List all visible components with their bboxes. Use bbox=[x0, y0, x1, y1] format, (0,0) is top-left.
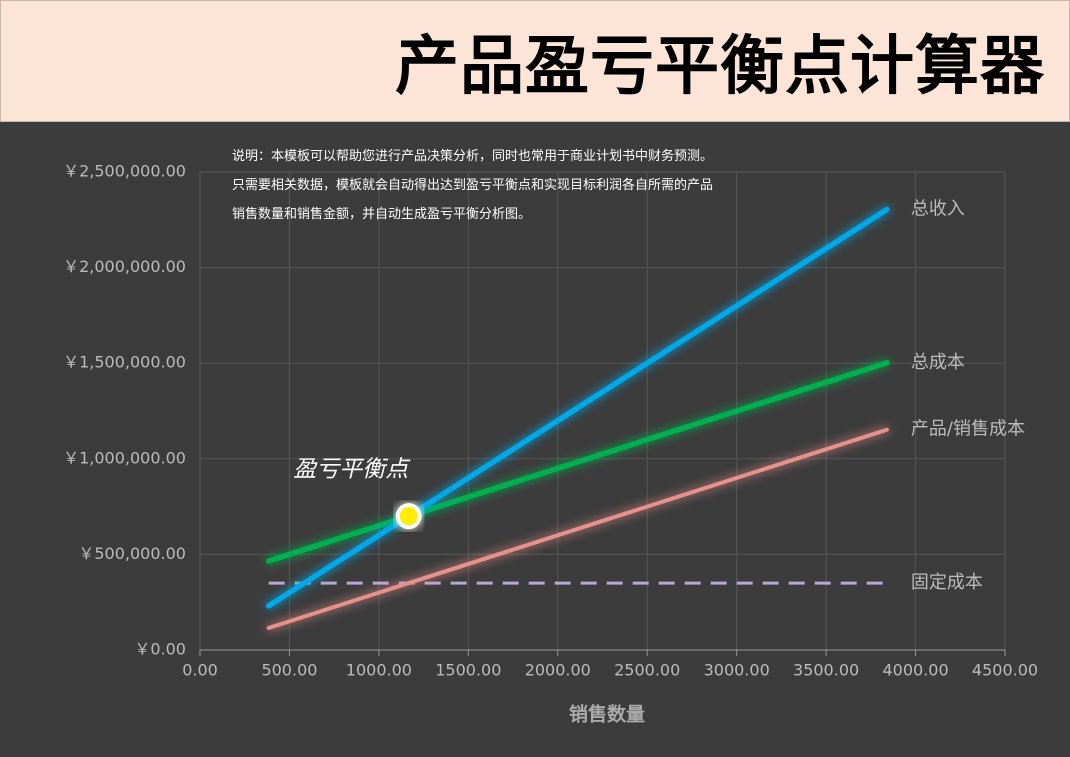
x-tick-label: 1500.00 bbox=[435, 661, 501, 680]
x-tick-label: 2000.00 bbox=[525, 661, 591, 680]
series-label: 固定成本 bbox=[911, 572, 983, 593]
annotation: 盈亏平衡点 bbox=[293, 457, 411, 483]
x-tick-label: 3500.00 bbox=[793, 661, 859, 680]
chart-title: 产品盈亏平衡点计算器 bbox=[395, 30, 1045, 104]
x-tick-label: 500.00 bbox=[261, 661, 317, 680]
series-line bbox=[265, 206, 890, 609]
y-tick-label: ￥2,500,000.00 bbox=[63, 162, 186, 181]
x-tick-label: 1000.00 bbox=[346, 661, 412, 680]
x-axis-label: 销售数量 bbox=[569, 703, 645, 726]
series-label: 总收入 bbox=[911, 198, 965, 219]
series-label: 总成本 bbox=[911, 352, 965, 373]
x-tick-label: 0.00 bbox=[182, 661, 218, 680]
y-tick-label: ￥1,500,000.00 bbox=[63, 353, 186, 372]
x-tick-label: 2500.00 bbox=[614, 661, 680, 680]
y-tick-label: ￥0.00 bbox=[134, 640, 186, 659]
break-even-point bbox=[395, 503, 422, 530]
header: 产品盈亏平衡点计算器 bbox=[0, 0, 1070, 122]
series-line bbox=[265, 360, 890, 564]
series-line bbox=[266, 427, 889, 630]
x-tick-label: 4500.00 bbox=[972, 661, 1038, 680]
x-tick-label: 3000.00 bbox=[704, 661, 770, 680]
y-tick-label: ￥500,000.00 bbox=[78, 544, 186, 563]
x-tick-label: 4000.00 bbox=[882, 661, 948, 680]
description: 说明：本模板可以帮助您进行产品决策分析，同时也常用于商业计划书中财务预测。只需要… bbox=[232, 149, 714, 222]
y-tick-label: ￥2,000,000.00 bbox=[63, 257, 186, 276]
series-label: 产品/销售成本 bbox=[911, 419, 1025, 440]
y-tick-label: ￥1,000,000.00 bbox=[63, 448, 186, 467]
